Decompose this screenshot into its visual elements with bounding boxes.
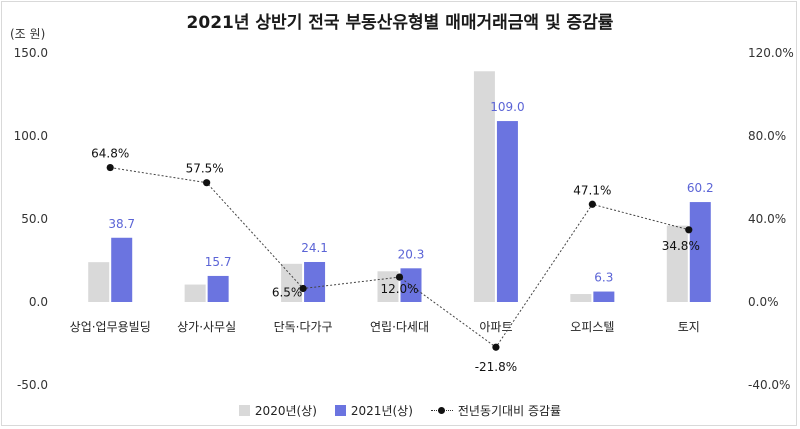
growth-point-5: [588, 200, 596, 208]
legend-swatch-2021: [334, 405, 346, 416]
unit-label: (조 원): [10, 27, 46, 41]
bar-2021-6: [689, 202, 711, 302]
chart-legend: 2020년(상) 2021년(상) 전년동기대비 증감률: [0, 402, 800, 419]
x-tick-3: 연립·다세대: [370, 320, 429, 334]
growth-point-1: [203, 179, 211, 187]
growth-label-6: 34.8%: [662, 239, 700, 253]
bar-2020-4: [473, 71, 495, 302]
growth-point-6: [685, 226, 693, 234]
y-left-tick-2: 50.0: [21, 212, 48, 226]
growth-point-4: [492, 343, 500, 351]
legend-item-2020: 2020년(상): [238, 402, 317, 419]
data-label-2021-0: 38.7: [108, 217, 135, 231]
growth-label-3: 12.0%: [380, 282, 418, 296]
y-right-tick-1: 0.0%: [748, 295, 779, 309]
bar-2020-2: [281, 263, 303, 302]
legend-item-2021: 2021년(상): [334, 402, 413, 419]
y-left-tick-3: 100.0: [14, 129, 48, 143]
x-tick-0: 상업·업무용빌딩: [70, 320, 151, 334]
y-left-tick-0: -50.0: [17, 378, 48, 392]
x-tick-6: 토지: [678, 320, 700, 334]
growth-label-1: 57.5%: [186, 162, 224, 176]
bar-2020-0: [88, 262, 110, 302]
growth-point-2: [299, 284, 307, 293]
data-label-2021-1: 15.7: [205, 255, 232, 269]
legend-swatch-2020: [238, 405, 250, 416]
growth-point-3: [395, 273, 404, 281]
x-tick-5: 오피스텔: [570, 320, 614, 334]
bar-2021-3: [400, 268, 422, 302]
y-right-tick-3: 80.0%: [748, 129, 786, 143]
growth-label-4: -21.8%: [475, 360, 517, 374]
data-label-2021-2: 24.1: [301, 241, 328, 255]
growth-label-5: 47.1%: [573, 183, 611, 197]
bar-2020-6: [666, 225, 688, 302]
bar-2021-4: [496, 121, 518, 302]
x-tick-4: 아파트: [479, 320, 512, 334]
y-right-tick-4: 120.0%: [748, 46, 794, 60]
data-label-2021-4: 109.0: [490, 100, 524, 114]
bar-2020-1: [184, 284, 206, 302]
legend-item-growth: 전년동기대비 증감률: [430, 402, 562, 419]
x-tick-2: 단독·다가구: [274, 320, 333, 334]
y-right-tick-2: 40.0%: [748, 212, 786, 226]
y-left-tick-1: 0.0: [29, 295, 48, 309]
bar-2021-2: [304, 261, 326, 302]
y-left-tick-4: 150.0: [14, 46, 48, 60]
x-tick-1: 상가·사무실: [177, 320, 236, 334]
bar-2021-5: [593, 291, 615, 302]
y-right-tick-0: -40.0%: [748, 378, 790, 392]
bar-2020-5: [570, 294, 592, 302]
legend-label-2020: 2020년(상): [254, 404, 317, 418]
growth-label-0: 64.8%: [91, 147, 129, 161]
bar-2021-1: [207, 275, 229, 302]
legend-label-2021: 2021년(상): [350, 404, 413, 418]
growth-point-0: [106, 163, 114, 172]
chart-title: 2021년 상반기 전국 부동산유형별 매매거래금액 및 증감률: [186, 13, 614, 33]
data-label-2021-3: 20.3: [398, 247, 425, 261]
legend-label-growth: 전년동기대비 증감률: [457, 404, 562, 418]
data-label-2021-6: 60.2: [687, 181, 714, 195]
growth-label-2: 6.5%: [272, 286, 303, 300]
bar-2021-0: [111, 237, 133, 302]
data-label-2021-5: 6.3: [594, 271, 613, 285]
legend-line-marker: [430, 405, 453, 416]
